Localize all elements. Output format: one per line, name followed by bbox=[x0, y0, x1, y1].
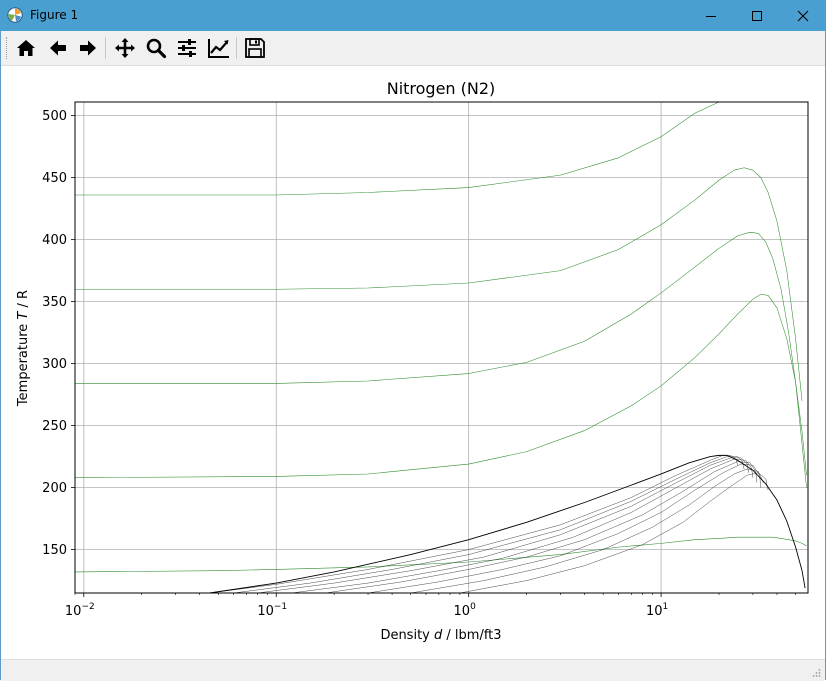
isenthalp-line bbox=[291, 458, 754, 593]
x-tick-label: 10−2 bbox=[65, 602, 95, 619]
isobar-line bbox=[75, 167, 803, 401]
navigation-toolbar bbox=[1, 31, 825, 66]
line-chart-icon bbox=[208, 39, 229, 58]
isenthalp-line bbox=[233, 456, 745, 593]
pan-button[interactable] bbox=[112, 36, 138, 60]
saturation-curve bbox=[209, 454, 806, 593]
isenthalp-line bbox=[209, 455, 738, 593]
y-axis-label: Temperature T / R bbox=[16, 290, 31, 407]
y-tick-label: 500 bbox=[42, 109, 67, 124]
edit-axes-button[interactable] bbox=[206, 36, 232, 60]
isobar-line bbox=[75, 102, 730, 196]
y-tick-label: 250 bbox=[42, 419, 67, 434]
isobar-line bbox=[75, 536, 807, 573]
close-button[interactable] bbox=[780, 0, 826, 31]
maximize-button[interactable] bbox=[734, 0, 780, 31]
x-axis-label: Density d / lbm/ft3 bbox=[380, 628, 501, 643]
magnifier-icon bbox=[146, 38, 167, 59]
y-tick-label: 200 bbox=[42, 481, 67, 496]
arrow-left-icon bbox=[50, 40, 66, 56]
isenthalp-line bbox=[257, 457, 749, 593]
floppy-disk-icon bbox=[245, 38, 265, 58]
minimize-icon bbox=[706, 15, 716, 17]
save-button[interactable] bbox=[242, 36, 268, 60]
isenthalp-line bbox=[325, 461, 758, 593]
window-title: Figure 1 bbox=[30, 8, 79, 22]
move-icon bbox=[115, 38, 135, 58]
forward-button[interactable] bbox=[75, 36, 101, 60]
isenthalp-line bbox=[459, 472, 769, 593]
status-bar bbox=[1, 659, 825, 681]
plot-curves bbox=[75, 102, 807, 593]
plot-frame bbox=[74, 101, 809, 594]
toolbar-separator bbox=[236, 37, 237, 59]
x-tick-label: 101 bbox=[646, 602, 668, 619]
minimize-button[interactable] bbox=[688, 0, 734, 31]
x-tick-label: 10−1 bbox=[257, 602, 287, 619]
arrow-right-icon bbox=[80, 40, 96, 56]
home-button[interactable] bbox=[13, 36, 39, 60]
back-button[interactable] bbox=[45, 36, 71, 60]
isobar-line bbox=[75, 293, 807, 478]
isenthalp-line bbox=[368, 463, 762, 593]
zoom-button[interactable] bbox=[143, 36, 169, 60]
figure-canvas[interactable]: Nitrogen (N2) 10−2 10−1 100 101 150 200 250 300… bbox=[0, 66, 826, 659]
chart-title: Nitrogen (N2) bbox=[387, 79, 496, 98]
axis-ticks: 10−2 10−1 100 101 150 200 250 300 350 400 450 500 bbox=[42, 109, 796, 619]
toolbar-grip[interactable] bbox=[6, 37, 9, 59]
y-tick-label: 400 bbox=[42, 233, 67, 248]
y-tick-label: 350 bbox=[42, 295, 67, 310]
resize-grip-icon[interactable] bbox=[811, 668, 821, 678]
y-tick-label: 150 bbox=[42, 543, 67, 558]
matplotlib-icon bbox=[7, 7, 23, 23]
y-tick-label: 300 bbox=[42, 357, 67, 372]
window-border-left bbox=[0, 31, 1, 680]
close-icon bbox=[797, 10, 809, 21]
configure-subplots-button[interactable] bbox=[174, 36, 200, 60]
y-tick-label: 450 bbox=[42, 171, 67, 186]
maximize-icon bbox=[752, 10, 762, 21]
isenthalp-line bbox=[410, 468, 764, 593]
home-icon bbox=[17, 40, 35, 56]
window-titlebar: Figure 1 bbox=[0, 0, 826, 31]
grid bbox=[75, 102, 808, 593]
isobar-line bbox=[75, 231, 807, 488]
toolbar-separator bbox=[105, 37, 106, 59]
x-tick-label: 100 bbox=[454, 602, 477, 619]
sliders-icon bbox=[178, 39, 196, 57]
